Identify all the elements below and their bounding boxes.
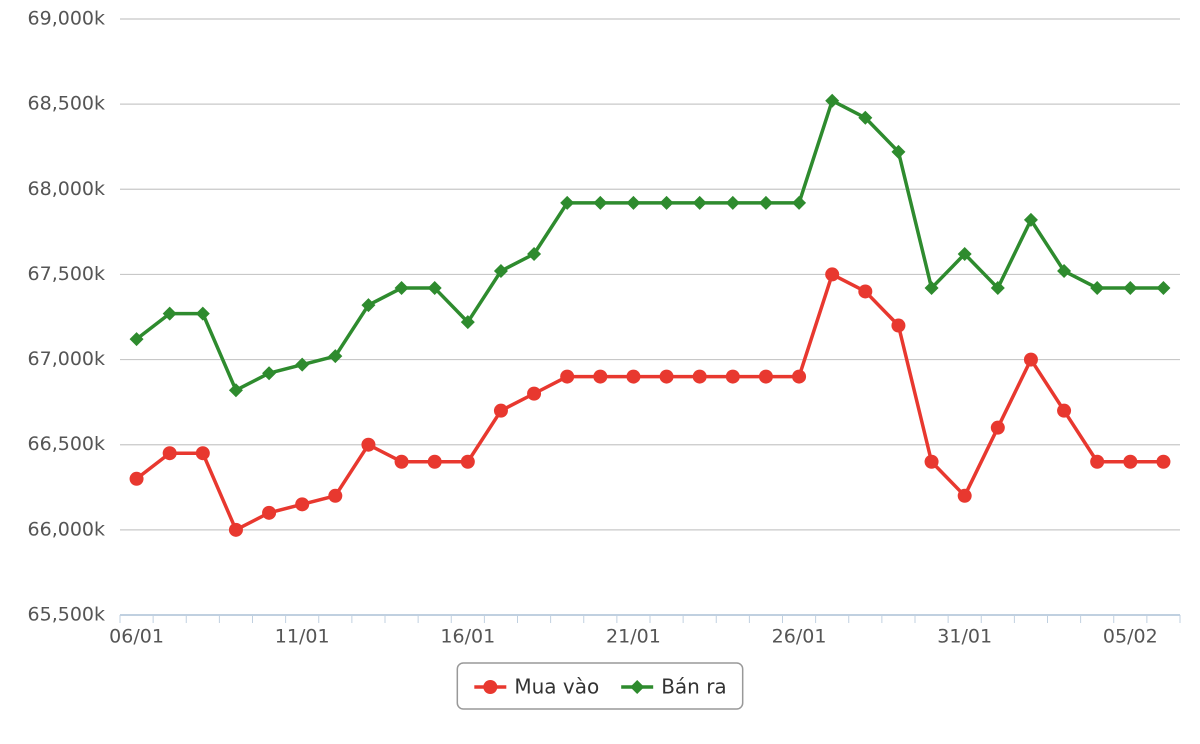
data-point [626, 369, 641, 384]
data-point [593, 195, 608, 210]
legend-label: Mua vào [514, 675, 599, 699]
legend: Mua vào Bán ra [456, 662, 744, 710]
data-point [1090, 281, 1105, 296]
x-tick-label: 06/01 [109, 626, 164, 648]
data-point [1123, 454, 1138, 469]
data-point [659, 369, 674, 384]
data-point [394, 454, 409, 469]
data-point [195, 446, 210, 461]
data-point [295, 357, 310, 372]
data-point [1156, 281, 1171, 296]
data-point [891, 318, 906, 333]
data-point [957, 246, 972, 261]
data-point [825, 267, 840, 282]
data-point [792, 195, 807, 210]
data-point [560, 369, 575, 384]
y-tick-label: 68,000k [28, 178, 105, 200]
x-tick-label: 31/01 [937, 626, 992, 648]
data-point [493, 264, 508, 279]
data-point [692, 195, 707, 210]
data-point [162, 446, 177, 461]
data-point [725, 195, 740, 210]
data-point [825, 93, 840, 108]
data-point [460, 454, 475, 469]
y-tick-label: 66,000k [28, 518, 105, 540]
x-tick-label: 16/01 [440, 626, 495, 648]
data-point [129, 471, 144, 486]
x-tick-label: 11/01 [275, 626, 330, 648]
data-point [129, 332, 144, 347]
data-point [527, 246, 542, 261]
data-point [858, 284, 873, 299]
data-point [527, 386, 542, 401]
data-point [957, 488, 972, 503]
legend-label: Bán ra [661, 675, 727, 699]
data-point [1057, 264, 1072, 279]
data-point [990, 281, 1005, 296]
data-point [195, 306, 210, 321]
x-tick-label: 05/02 [1103, 626, 1158, 648]
data-point [328, 488, 343, 503]
x-tick-label: 21/01 [606, 626, 661, 648]
data-point [725, 369, 740, 384]
data-point [792, 369, 807, 384]
data-point [493, 403, 508, 418]
data-point [659, 195, 674, 210]
data-point [990, 420, 1005, 435]
y-tick-label: 68,500k [28, 93, 105, 115]
data-point [295, 497, 310, 512]
y-tick-label: 66,500k [28, 433, 105, 455]
data-point [1023, 352, 1038, 367]
data-point [1123, 281, 1138, 296]
y-tick-label: 69,000k [28, 8, 105, 30]
data-point [758, 369, 773, 384]
data-point [228, 383, 243, 398]
data-point [228, 522, 243, 537]
y-tick-label: 67,500k [28, 263, 105, 285]
data-point [427, 281, 442, 296]
data-point [1023, 212, 1038, 227]
series-line [135, 98, 1164, 392]
data-point [427, 454, 442, 469]
data-point [758, 195, 773, 210]
data-point [262, 366, 277, 381]
y-tick-label: 65,500k [28, 604, 105, 626]
data-point [162, 306, 177, 321]
data-point [1090, 454, 1105, 469]
data-point [858, 110, 873, 125]
data-point [891, 144, 906, 159]
data-point [328, 349, 343, 364]
data-point [460, 315, 475, 330]
data-point [626, 195, 641, 210]
legend-box [456, 662, 744, 710]
data-point [1156, 454, 1171, 469]
data-point [924, 454, 939, 469]
data-point [1057, 403, 1072, 418]
data-point [560, 195, 575, 210]
data-point [593, 369, 608, 384]
data-point [262, 505, 277, 520]
data-point [361, 437, 376, 452]
legend-marker [483, 680, 498, 694]
data-point [692, 369, 707, 384]
y-tick-label: 67,000k [28, 348, 105, 370]
series-line [135, 272, 1164, 532]
data-point [361, 298, 376, 313]
x-tick-label: 26/01 [772, 626, 827, 648]
data-point [924, 281, 939, 296]
legend-marker [630, 680, 645, 694]
data-point [394, 281, 409, 296]
